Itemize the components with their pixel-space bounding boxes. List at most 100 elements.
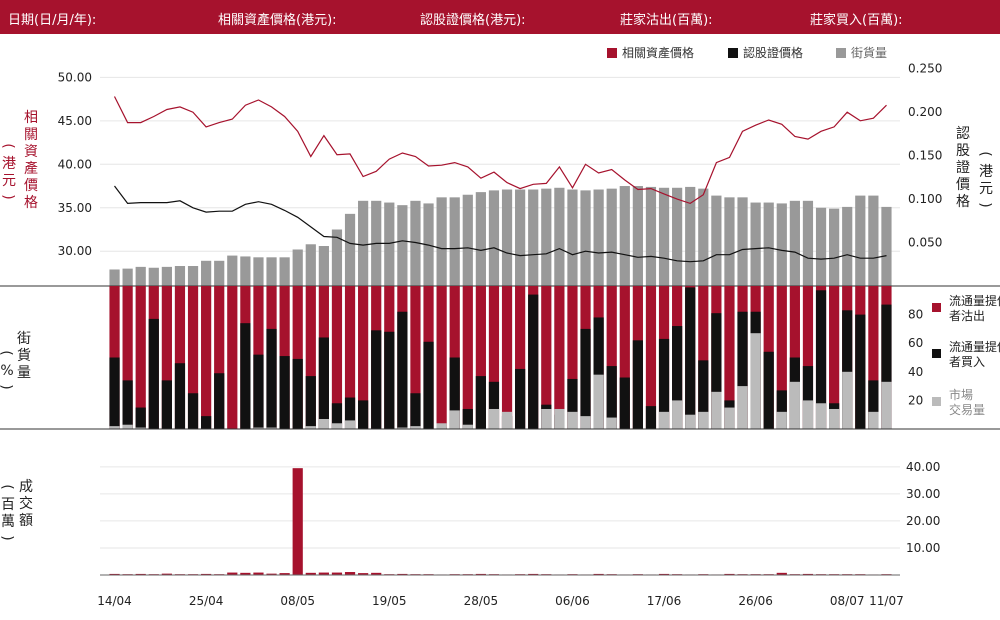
turnover-axis-title: 成交額 <box>19 479 33 529</box>
left-axis-title-unit-char: ) <box>0 194 16 199</box>
outstanding-bar <box>802 200 814 286</box>
mm-sell-bar <box>187 286 199 429</box>
outstanding-bar <box>881 206 892 286</box>
mm-sell-bar <box>515 286 526 429</box>
x-axis-tick-label: 17/06 <box>647 594 682 608</box>
turnover-bar <box>358 573 369 575</box>
legend-label-underlying: 相關資產價格 <box>622 46 695 60</box>
outstanding-bar <box>672 187 683 286</box>
mm-legend-label: 者沽出 <box>949 309 985 323</box>
outstanding-bar <box>397 205 408 286</box>
outstanding-bar <box>135 266 146 286</box>
turnover-bar <box>344 572 356 575</box>
turnover-axis-title-unit-char: 百 <box>1 497 15 513</box>
mm-buy-bar <box>148 318 159 429</box>
mm-buy-bar <box>344 397 356 429</box>
right-axis-title-unit-char: 元 <box>979 181 993 197</box>
right-axis-tick-label: 0.100 <box>908 192 942 206</box>
market-volume-bar <box>881 381 892 429</box>
mm-axis-tick-label: 20 <box>908 393 923 407</box>
outstanding-bar <box>606 188 617 286</box>
outstanding-bar <box>358 200 369 286</box>
outstanding-bar <box>462 194 473 286</box>
mm-buy-bar <box>672 326 683 429</box>
mm-buy-bar <box>358 400 369 429</box>
mm-buy-bar <box>109 357 120 429</box>
mm-buy-bar <box>266 328 277 429</box>
left-axis-title-unit-char: ( <box>0 143 16 148</box>
outstanding-bar <box>109 269 120 286</box>
legend-swatch-underlying <box>607 48 617 58</box>
turnover-axis-title-char: 交 <box>19 495 33 512</box>
outstanding-bar <box>161 266 172 286</box>
outstanding-bar <box>868 195 879 286</box>
right-axis-title-unit-char: 港 <box>979 164 993 180</box>
legend-label-warrant: 認股證價格 <box>743 46 804 60</box>
left-axis-tick-label: 45.00 <box>58 114 92 128</box>
right-axis-title-char: 證 <box>956 159 970 176</box>
mm-legend-label: 交易量 <box>949 402 985 417</box>
mm-buy-bar <box>632 340 643 429</box>
outstanding-bar <box>750 202 761 286</box>
market-volume-bar <box>436 423 447 429</box>
mm-axis-title-char: 街 <box>17 331 31 347</box>
right-axis-tick-label: 0.200 <box>908 105 942 119</box>
mm-buy-bar <box>305 376 316 429</box>
mm-legend-label: 市場 <box>949 387 973 402</box>
mm-sell-bar <box>606 286 617 429</box>
turnover-axis-title-char: 額 <box>19 513 33 529</box>
outstanding-bar <box>593 189 604 286</box>
mm-sell-bar <box>305 286 316 429</box>
mm-buy-bar <box>449 357 460 429</box>
turnover-bar <box>135 573 146 575</box>
mm-sell-bar <box>227 286 238 429</box>
market-volume-bar <box>685 414 696 429</box>
turnover-bar <box>318 572 329 575</box>
mm-sell-bar <box>567 286 578 429</box>
turnover-axis-title-unit: (百萬) <box>0 484 15 540</box>
mm-buy-bar <box>515 368 526 429</box>
outstanding-bar <box>253 257 264 286</box>
mm-buy-bar <box>580 328 591 429</box>
market-volume-bar <box>567 411 578 429</box>
outstanding-bar <box>632 186 643 286</box>
outstanding-bar <box>776 203 787 286</box>
mm-axis-title-unit-char: ( <box>0 350 14 355</box>
outstanding-bar <box>344 213 356 286</box>
mm-sell-bar <box>475 286 486 429</box>
market-volume-bar <box>462 424 473 429</box>
outstanding-bar <box>645 186 657 286</box>
mm-sell-bar <box>802 286 814 429</box>
outstanding-bar <box>515 189 526 286</box>
mm-sell-label: 莊家沽出(百萬): <box>620 13 713 28</box>
market-volume-bar <box>449 410 460 429</box>
outstanding-bar <box>580 190 591 286</box>
left-axis-title-char: 資 <box>24 144 38 160</box>
right-axis-title-char: 價 <box>956 176 970 193</box>
outstanding-bar <box>501 189 513 286</box>
mm-sell-bar <box>201 286 212 429</box>
turnover-bar <box>161 573 172 575</box>
mm-sell-bar <box>462 286 473 429</box>
turnover-bar <box>227 572 238 575</box>
turnover-bar <box>475 573 486 575</box>
mm-buy-bar <box>462 408 473 429</box>
mm-buy-bar <box>711 313 722 429</box>
market-volume-bar <box>554 408 565 429</box>
mm-sell-bar <box>410 286 421 429</box>
market-volume-bar <box>750 333 761 429</box>
mm-sell-bar <box>331 286 343 429</box>
underlying-price-line <box>113 96 887 205</box>
outstanding-bar <box>763 202 774 286</box>
outstanding-bar <box>829 208 840 286</box>
right-axis-title-unit-char: ( <box>977 151 993 156</box>
outstanding-bar <box>528 189 539 286</box>
right-axis-tick-label: 0.150 <box>908 149 942 163</box>
turnover-bar <box>776 572 787 575</box>
outstanding-bar <box>279 257 290 286</box>
mm-legend-swatch <box>932 397 941 406</box>
mm-buy-bar <box>253 354 264 429</box>
outstanding-bar <box>554 187 565 286</box>
legend-underlying: 相關資產價格 <box>607 44 694 61</box>
outstanding-bar <box>724 197 735 286</box>
